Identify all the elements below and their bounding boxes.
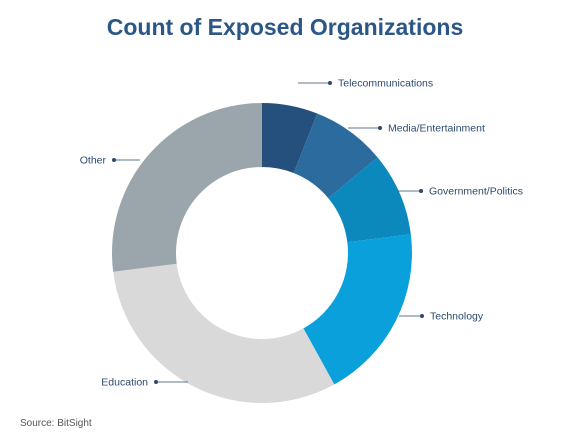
leader-dot-education bbox=[154, 380, 158, 384]
slice-technology bbox=[303, 234, 412, 385]
leader-dot-government-politics bbox=[419, 189, 423, 193]
label-media-entertainment: Media/Entertainment bbox=[388, 123, 485, 135]
slice-government-politics bbox=[328, 157, 411, 243]
leader-dot-media-entertainment bbox=[378, 126, 382, 130]
leader-dot-technology bbox=[420, 314, 424, 318]
slices-group bbox=[111, 103, 412, 404]
label-technology: Technology bbox=[430, 311, 484, 323]
label-government-politics: Government/Politics bbox=[429, 186, 523, 198]
leader-dot-other bbox=[112, 158, 116, 162]
label-telecommunications: Telecommunications bbox=[338, 78, 433, 90]
slice-telecommunications bbox=[262, 103, 318, 174]
label-other: Other bbox=[80, 155, 107, 167]
leader-dot-telecommunications bbox=[328, 81, 332, 85]
source-note: Source: BitSight bbox=[20, 418, 92, 429]
label-education: Education bbox=[101, 377, 148, 389]
slice-education bbox=[113, 263, 335, 404]
slice-other bbox=[111, 103, 262, 272]
slice-media-entertainment bbox=[293, 113, 378, 199]
chart-title: Count of Exposed Organizations bbox=[106, 14, 464, 40]
labels-group: Telecommunications Media/Entertainment Gov… bbox=[80, 78, 523, 389]
